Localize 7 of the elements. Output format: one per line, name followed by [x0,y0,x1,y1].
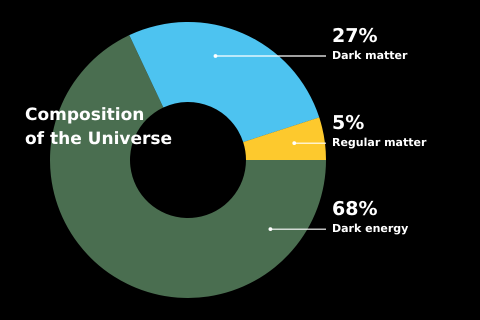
data-label: 5% [332,112,364,134]
donut-slice [243,117,326,160]
data-label: 68% [332,198,378,220]
slice-label: Dark matter [332,48,408,62]
slice-label: Dark energy [332,222,408,236]
slice-label: Regular matter [332,136,427,150]
data-label: 27% [332,24,378,47]
